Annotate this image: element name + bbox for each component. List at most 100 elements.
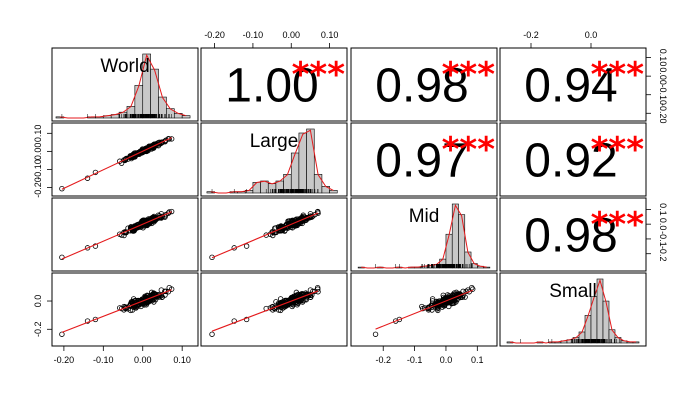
scatter-point — [315, 208, 321, 215]
panel-frame — [499, 47, 647, 122]
y-tick-label: -0.10 — [658, 84, 668, 105]
x-tick-label: -0.20 — [204, 30, 225, 40]
panel-world-small — [499, 47, 647, 122]
correlation-value: 0.98 — [375, 60, 468, 113]
panel-small-large — [200, 272, 348, 347]
panel-small-world — [51, 272, 199, 347]
significance-stars: *** — [591, 130, 645, 170]
panel-world-mid — [350, 47, 498, 122]
panel-frame — [350, 47, 498, 122]
scatter-point — [453, 299, 459, 305]
variable-label-world: World — [100, 56, 149, 77]
scatter-point — [372, 331, 379, 337]
scatter-point — [129, 307, 136, 313]
scatter-point — [310, 288, 316, 295]
scatter-point — [421, 305, 428, 311]
panel-frame — [200, 272, 348, 347]
panel-frame — [499, 122, 647, 197]
scatter-point — [209, 331, 215, 337]
x-tick-label: 0.10 — [173, 355, 191, 365]
scatter-point — [299, 220, 305, 227]
scatter-point — [442, 295, 448, 301]
hist-bar — [260, 180, 269, 194]
hist-bar — [329, 190, 338, 194]
y-tick-label: 0.0 — [658, 218, 668, 231]
scatter-point — [92, 316, 99, 323]
panel-mid-small — [499, 197, 647, 272]
hist-bar — [150, 68, 159, 119]
scatter-point — [84, 245, 91, 251]
scatter-point — [130, 153, 136, 160]
variable-label-large: Large — [250, 131, 299, 152]
y-tick-label: 0.10 — [658, 49, 668, 67]
hist-bar — [445, 233, 453, 269]
scatter-point — [151, 299, 157, 305]
panel-mid-world — [51, 197, 199, 272]
x-tick-label: -0.10 — [243, 30, 264, 40]
correlation-value: 0.98 — [524, 210, 617, 263]
scatter-point — [396, 316, 403, 323]
scatter-point — [458, 292, 464, 298]
scatter-point — [290, 302, 296, 308]
panel-frame — [499, 197, 647, 272]
y-tick-label: 0.0 — [33, 295, 43, 308]
scatter-point — [243, 243, 250, 249]
panel-world-world: World — [51, 47, 199, 122]
density-curve — [59, 53, 187, 119]
x-tick-label: -0.10 — [93, 355, 114, 365]
scatter-point — [435, 305, 441, 311]
y-tick-label: 0.00 — [33, 143, 43, 161]
hist-bar — [290, 152, 300, 194]
x-tick-label: 0.1 — [471, 355, 484, 365]
variable-label-small: Small — [549, 281, 597, 302]
correlation-value: 0.92 — [524, 135, 617, 188]
correlation-value: 0.97 — [375, 135, 468, 188]
panel-mid-large — [200, 197, 348, 272]
scatter-point — [442, 302, 448, 308]
y-tick-label: -0.20 — [658, 103, 668, 124]
scatter-point — [299, 299, 306, 305]
y-tick-label: -0.2 — [658, 246, 668, 262]
y-tick-label: -0.1 — [658, 231, 668, 247]
scatter-point — [168, 208, 175, 215]
panel-frame — [350, 122, 498, 197]
fit-line — [61, 211, 172, 260]
panel-frame — [350, 197, 498, 272]
y-tick-label: 0.00 — [658, 67, 668, 85]
hist-bar — [584, 315, 592, 344]
scatter-point — [141, 302, 147, 308]
panel-large-large: Large — [200, 122, 348, 197]
hist-bar — [602, 300, 610, 344]
fit-line — [211, 212, 319, 259]
x-tick-label: 0.10 — [321, 30, 339, 40]
x-tick-label: 0.00 — [282, 30, 300, 40]
scatter-point — [117, 231, 123, 237]
panel-world-large — [200, 47, 348, 122]
scatter-point — [303, 215, 310, 221]
panel-frame — [499, 272, 647, 347]
panel-mid-mid: Mid — [350, 197, 498, 272]
x-tick-label: 0.0 — [585, 30, 598, 40]
scatter-point — [462, 294, 468, 300]
fit-line — [211, 290, 319, 332]
scatter-point — [470, 286, 476, 292]
scatter-point — [469, 284, 475, 291]
scatter-point — [148, 289, 155, 296]
panel-large-mid — [350, 122, 498, 197]
x-tick-label: 0.0 — [440, 355, 453, 365]
hist-bar — [306, 128, 315, 194]
significance-stars: *** — [591, 55, 645, 95]
x-tick-label: -0.1 — [407, 355, 423, 365]
significance-stars: *** — [292, 55, 346, 95]
correlation-value: 1.00 — [225, 60, 318, 113]
hist-bar — [252, 182, 261, 194]
scatter-point — [130, 152, 137, 159]
y-tick-label: 0.10 — [33, 125, 43, 143]
scatter-point — [429, 307, 435, 313]
panel-frame — [200, 47, 348, 122]
scatter-point — [59, 254, 65, 261]
correlation-value: 0.94 — [524, 60, 617, 113]
y-tick-label: -0.10 — [33, 159, 43, 180]
scatter-point — [276, 307, 282, 313]
